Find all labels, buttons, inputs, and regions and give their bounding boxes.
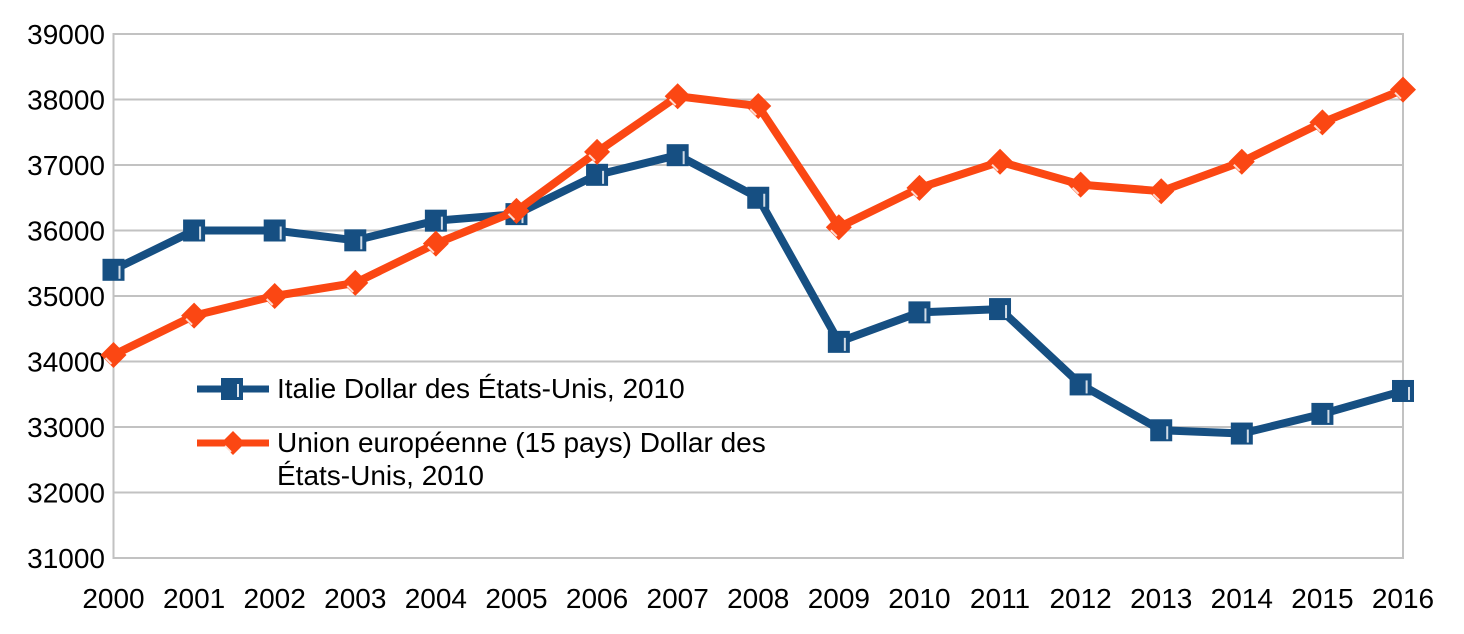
x-tick-label: 2005 bbox=[485, 583, 547, 614]
marker-square-italie bbox=[1230, 422, 1253, 445]
marker-highlight bbox=[830, 229, 838, 237]
marker-diamond-ue15 bbox=[987, 148, 1014, 175]
legend-square-marker bbox=[221, 378, 243, 400]
marker-diamond-ue15 bbox=[181, 302, 208, 329]
legend-label-italie: Italie Dollar des États-Unis, 2010 bbox=[277, 373, 685, 404]
x-tick-label: 2003 bbox=[324, 583, 386, 614]
marker-square-italie bbox=[586, 163, 609, 186]
marker-diamond-ue15 bbox=[664, 83, 691, 110]
y-tick-label: 32000 bbox=[27, 478, 105, 509]
x-tick-label: 2015 bbox=[1291, 583, 1353, 614]
marker-diamond-ue15 bbox=[503, 197, 530, 224]
x-tick-label: 2013 bbox=[1130, 583, 1192, 614]
marker-diamond-ue15 bbox=[1148, 178, 1175, 205]
marker-square-italie bbox=[747, 186, 770, 209]
x-tick-label: 2016 bbox=[1372, 583, 1434, 614]
marker-highlight bbox=[104, 357, 113, 365]
marker-square-italie bbox=[827, 330, 850, 353]
marker-square-italie bbox=[989, 298, 1012, 321]
marker-square-italie bbox=[1311, 402, 1334, 425]
y-tick-label: 31000 bbox=[27, 543, 105, 574]
legend-diamond-highlight bbox=[224, 445, 232, 453]
x-tick-label: 2014 bbox=[1211, 583, 1273, 614]
x-tick-label: 2000 bbox=[82, 583, 144, 614]
marker-square-italie bbox=[1150, 419, 1173, 442]
marker-square-italie bbox=[666, 144, 689, 167]
marker-highlight bbox=[1394, 91, 1402, 100]
marker-diamond-ue15 bbox=[261, 283, 288, 309]
marker-square-italie bbox=[424, 209, 447, 232]
x-tick-label: 2008 bbox=[727, 583, 789, 614]
y-tick-label: 35000 bbox=[27, 281, 105, 312]
marker-diamond-ue15 bbox=[906, 174, 933, 201]
marker-highlight bbox=[749, 108, 757, 116]
marker-diamond-ue15 bbox=[1309, 109, 1336, 136]
marker-highlight bbox=[1313, 124, 1322, 133]
marker-highlight bbox=[1152, 193, 1160, 201]
y-tick-label: 37000 bbox=[27, 150, 105, 181]
marker-diamond-ue15 bbox=[100, 341, 127, 368]
x-tick-label: 2011 bbox=[970, 583, 1030, 614]
series-line-ue15 bbox=[109, 85, 1407, 359]
marker-square-italie bbox=[1392, 379, 1414, 402]
marker-highlight bbox=[346, 285, 354, 293]
x-tick-label: 2010 bbox=[888, 583, 950, 614]
marker-highlight bbox=[1071, 186, 1080, 195]
legend-marker-italie-icon bbox=[197, 378, 269, 400]
marker-diamond-ue15 bbox=[1228, 148, 1255, 175]
marker-highlight bbox=[668, 98, 677, 106]
x-tick-label: 2012 bbox=[1049, 583, 1111, 614]
x-tick-label: 2007 bbox=[647, 583, 709, 614]
legend-label-ue15: Union européenne (15 pays) Dollar des Ét… bbox=[277, 427, 766, 491]
legend-marker-ue15-icon bbox=[197, 431, 269, 455]
x-tick-label: 2006 bbox=[566, 583, 628, 614]
marker-highlight bbox=[507, 213, 516, 221]
marker-highlight bbox=[588, 154, 596, 162]
marker-square-italie bbox=[102, 258, 125, 281]
x-tick-label: 2001 bbox=[163, 583, 225, 614]
marker-square-italie bbox=[183, 219, 206, 242]
marker-highlight bbox=[910, 190, 919, 198]
y-tick-label: 33000 bbox=[27, 412, 105, 443]
marker-diamond-ue15 bbox=[1390, 76, 1416, 103]
y-tick-label: 39000 bbox=[27, 19, 105, 50]
y-tick-label: 36000 bbox=[27, 216, 105, 247]
marker-diamond-ue15 bbox=[422, 230, 449, 257]
y-tick-label: 34000 bbox=[27, 347, 105, 378]
marker-highlight bbox=[427, 245, 435, 254]
legend-item-ue15: Union européenne (15 pays) Dollar des Ét… bbox=[197, 426, 825, 492]
marker-highlight bbox=[991, 164, 999, 172]
marker-highlight bbox=[1233, 164, 1241, 172]
chart-legend: Italie Dollar des États-Unis, 2010 Union… bbox=[197, 372, 825, 492]
x-tick-label: 2004 bbox=[405, 583, 467, 614]
legend-diamond-marker bbox=[221, 431, 245, 455]
marker-diamond-ue15 bbox=[1067, 171, 1094, 198]
legend-item-italie: Italie Dollar des États-Unis, 2010 bbox=[197, 372, 825, 405]
marker-diamond-ue15 bbox=[342, 269, 369, 296]
marker-diamond-ue15 bbox=[745, 93, 772, 120]
marker-square-italie bbox=[263, 219, 286, 242]
x-tick-label: 2009 bbox=[808, 583, 870, 614]
marker-square-italie bbox=[908, 301, 931, 324]
marker-square-italie bbox=[344, 229, 367, 252]
marker-highlight bbox=[185, 317, 193, 326]
marker-diamond-ue15 bbox=[584, 138, 611, 165]
marker-square-italie bbox=[1069, 373, 1092, 396]
marker-highlight bbox=[265, 298, 274, 306]
x-tick-label: 2002 bbox=[244, 583, 306, 614]
marker-diamond-ue15 bbox=[825, 214, 852, 241]
y-tick-label: 38000 bbox=[27, 85, 105, 116]
